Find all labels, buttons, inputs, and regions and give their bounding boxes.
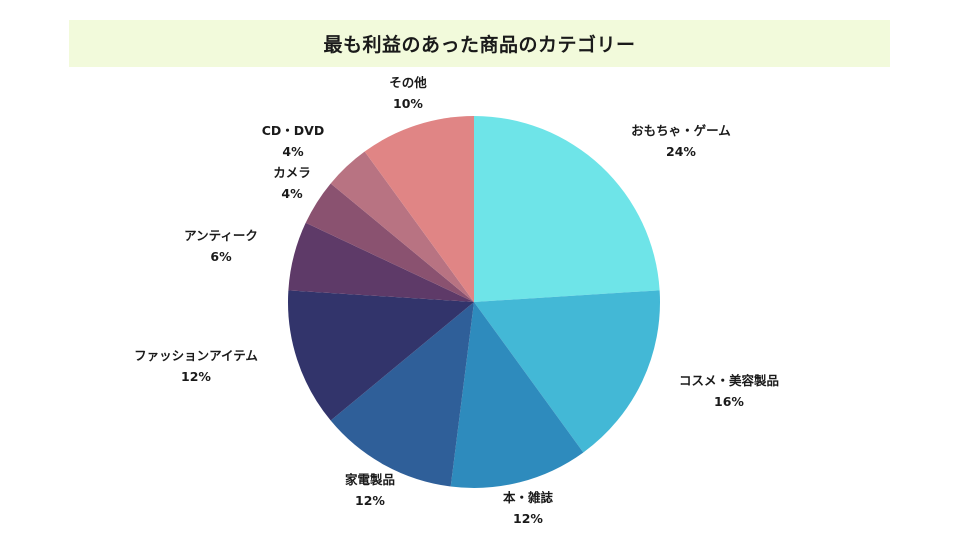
slice-value-label: 12%	[355, 493, 385, 508]
pie-slice	[305, 183, 474, 302]
slice-value-label: 24%	[666, 144, 696, 159]
slice-category-label: カメラ	[273, 165, 311, 180]
slice-category-label: コスメ・美容製品	[679, 373, 779, 388]
slice-category-label: ファッションアイテム	[134, 348, 258, 363]
pie-slice	[364, 116, 474, 302]
chart-title: 最も利益のあった商品のカテゴリー	[323, 34, 636, 56]
slice-label: その他 10%	[389, 75, 427, 111]
pie-slice	[330, 151, 474, 302]
slice-category-label: CD・DVD	[262, 123, 324, 138]
slice-value-label: 6%	[210, 249, 232, 264]
slice-label: 家電製品 12%	[345, 472, 395, 508]
slice-label: カメラ 4%	[273, 165, 311, 201]
slice-category-label: 家電製品	[345, 472, 395, 487]
slice-category-label: おもちゃ・ゲーム	[631, 123, 731, 138]
slice-value-label: 4%	[281, 186, 303, 201]
slice-value-label: 16%	[714, 394, 744, 409]
slice-category-label: 本・雑誌	[503, 490, 554, 505]
slice-category-label: その他	[389, 75, 427, 90]
slice-value-label: 12%	[513, 511, 543, 526]
slice-label: ファッションアイテム 12%	[134, 348, 258, 384]
pie-slice	[288, 222, 474, 302]
slice-value-label: 10%	[393, 96, 423, 111]
slice-category-label: アンティーク	[184, 228, 258, 243]
slice-value-label: 12%	[181, 369, 211, 384]
labels-layer: おもちゃ・ゲーム24%コスメ・美容製品16%本・雑誌12%家電製品12%ファッシ…	[134, 75, 779, 526]
pie-slice	[288, 290, 474, 421]
slice-value-label: 4%	[282, 144, 304, 159]
slice-label: コスメ・美容製品 16%	[679, 373, 779, 409]
slice-label: CD・DVD 4%	[262, 123, 324, 159]
chart-title-banner: 最も利益のあった商品のカテゴリー	[69, 20, 890, 67]
slice-label: 本・雑誌 12%	[503, 490, 554, 526]
pie-slice	[474, 290, 660, 453]
pie-slice	[330, 302, 474, 487]
pie-slice	[450, 302, 584, 488]
pie-slice	[474, 116, 660, 302]
slice-label: アンティーク 6%	[184, 228, 258, 264]
slice-label: おもちゃ・ゲーム 24%	[631, 123, 731, 159]
slices-layer	[288, 116, 660, 488]
